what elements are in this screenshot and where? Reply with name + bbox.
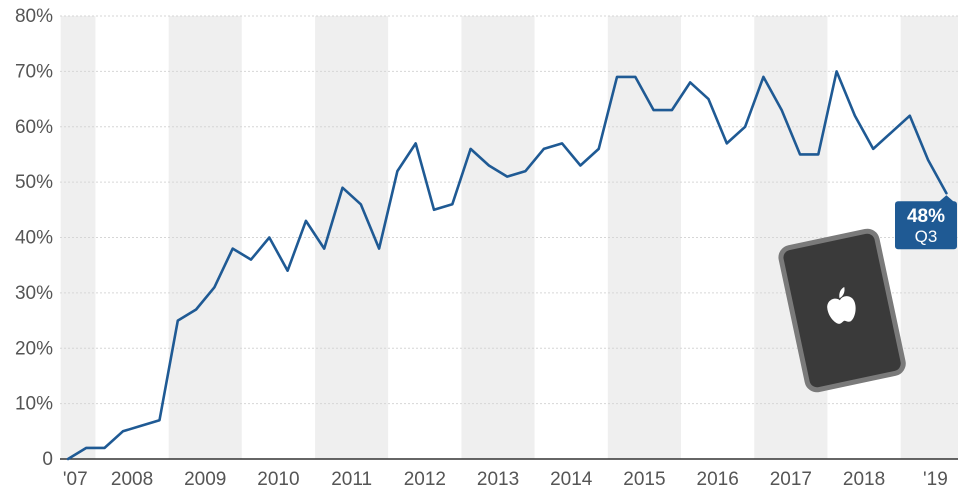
- data-point: [140, 424, 143, 427]
- series-line: [66, 70, 948, 461]
- x-axis-ticks: '07 2008 2009 2010 2011 2012 2013 2014 2015 2016 2…: [63, 469, 948, 490]
- data-point: [652, 109, 655, 112]
- data-point: [744, 125, 747, 128]
- data-point: [854, 114, 857, 117]
- data-point: [195, 308, 198, 311]
- data-point: [762, 76, 765, 79]
- data-point: [707, 98, 710, 101]
- x-tick-label: 2009: [184, 469, 226, 490]
- y-tick-label: 50%: [15, 172, 53, 193]
- data-point: [726, 142, 729, 145]
- data-point: [85, 447, 88, 450]
- data-point: [469, 148, 472, 151]
- data-point: [872, 148, 875, 151]
- data-point: [506, 175, 509, 178]
- y-tick-label: 70%: [15, 61, 53, 82]
- x-tick-label: 2017: [770, 469, 812, 490]
- x-tick-label: 2011: [331, 469, 372, 490]
- x-tick-label: 2012: [404, 469, 446, 490]
- data-point: [689, 81, 692, 84]
- data-point: [927, 159, 930, 162]
- x-tick-label: 2018: [843, 469, 885, 490]
- data-point: [250, 258, 253, 261]
- last-value-callout: 48% Q3: [895, 195, 957, 250]
- data-point: [341, 186, 344, 189]
- y-tick-label: 40%: [15, 228, 53, 249]
- data-point: [177, 319, 180, 322]
- data-point: [909, 114, 912, 117]
- data-point: [579, 164, 582, 167]
- data-point: [158, 419, 161, 422]
- smartphone-icon: [778, 228, 906, 393]
- callout-value: 48%: [907, 206, 945, 227]
- callout-box: [895, 201, 957, 250]
- data-point: [616, 76, 619, 79]
- x-tick-label: 2013: [477, 469, 519, 490]
- x-tick-label: 2016: [697, 469, 739, 490]
- y-tick-label: 80%: [15, 6, 53, 27]
- data-point: [286, 269, 289, 272]
- data-point: [597, 148, 600, 151]
- year-band: [534, 16, 608, 459]
- data-point: [671, 109, 674, 112]
- data-point: [799, 153, 802, 156]
- callout-pointer: [938, 195, 955, 203]
- data-point: [835, 70, 838, 73]
- y-tick-label: 30%: [15, 283, 53, 304]
- data-point: [414, 142, 417, 145]
- x-tick-label: 2010: [257, 469, 299, 490]
- data-point: [817, 153, 820, 156]
- data-point: [268, 236, 271, 239]
- year-band: [241, 16, 316, 459]
- y-tick-label: 20%: [15, 338, 53, 359]
- x-tick-label: 2014: [550, 469, 593, 490]
- x-tick-label: 2015: [623, 469, 665, 490]
- data-point: [561, 142, 564, 145]
- y-tick-label: 10%: [15, 394, 53, 415]
- data-point: [67, 458, 70, 461]
- data-point: [890, 131, 893, 134]
- data-point: [780, 109, 783, 112]
- data-point: [488, 164, 491, 167]
- x-tick-label: '07: [63, 469, 88, 490]
- data-point: [213, 286, 216, 289]
- y-tick-label: 60%: [15, 117, 53, 138]
- x-tick-label: 2008: [111, 469, 153, 490]
- data-point: [323, 247, 326, 250]
- apple-logo-icon: [827, 287, 856, 324]
- y-tick-label: 0: [42, 449, 53, 470]
- series-group: [66, 70, 948, 461]
- data-point: [451, 203, 454, 206]
- data-point: [360, 203, 363, 206]
- data-point: [543, 148, 546, 151]
- data-point: [396, 170, 399, 173]
- x-tick-label: '19: [923, 469, 948, 490]
- data-point: [433, 209, 436, 212]
- data-point: [231, 247, 234, 250]
- data-point: [945, 192, 948, 195]
- data-point: [103, 447, 106, 450]
- data-point: [305, 220, 308, 223]
- data-point: [634, 76, 637, 79]
- y-axis-ticks: 0 10% 20% 30% 40% 50% 60% 70% 80%: [15, 6, 53, 470]
- data-point: [524, 170, 527, 173]
- data-point: [378, 247, 381, 250]
- gridlines: [60, 15, 958, 460]
- callout-period: Q3: [915, 227, 938, 246]
- data-point: [122, 430, 125, 433]
